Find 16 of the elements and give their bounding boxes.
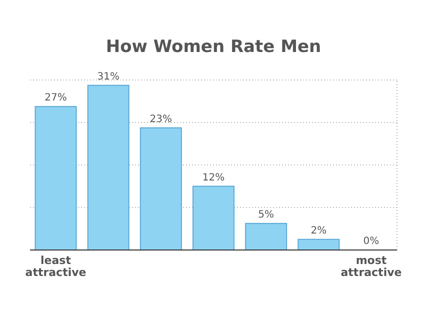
data-label: 27% bbox=[44, 92, 67, 104]
data-label: 5% bbox=[258, 209, 274, 220]
data-label: 12% bbox=[202, 172, 225, 184]
data-label: 31% bbox=[97, 71, 120, 82]
data-label: 23% bbox=[150, 114, 172, 125]
chart-title: How Women Rate Men bbox=[106, 37, 322, 57]
data-label: 0% bbox=[363, 236, 380, 247]
data-label: 2% bbox=[310, 225, 327, 236]
bar bbox=[245, 222, 288, 250]
x-tick-label: least attractive bbox=[25, 254, 86, 279]
bar bbox=[192, 186, 235, 250]
bar bbox=[298, 238, 340, 250]
bar bbox=[34, 106, 77, 250]
bar bbox=[87, 84, 130, 250]
x-tick-label: most attractive bbox=[340, 254, 402, 279]
bar bbox=[140, 127, 182, 250]
